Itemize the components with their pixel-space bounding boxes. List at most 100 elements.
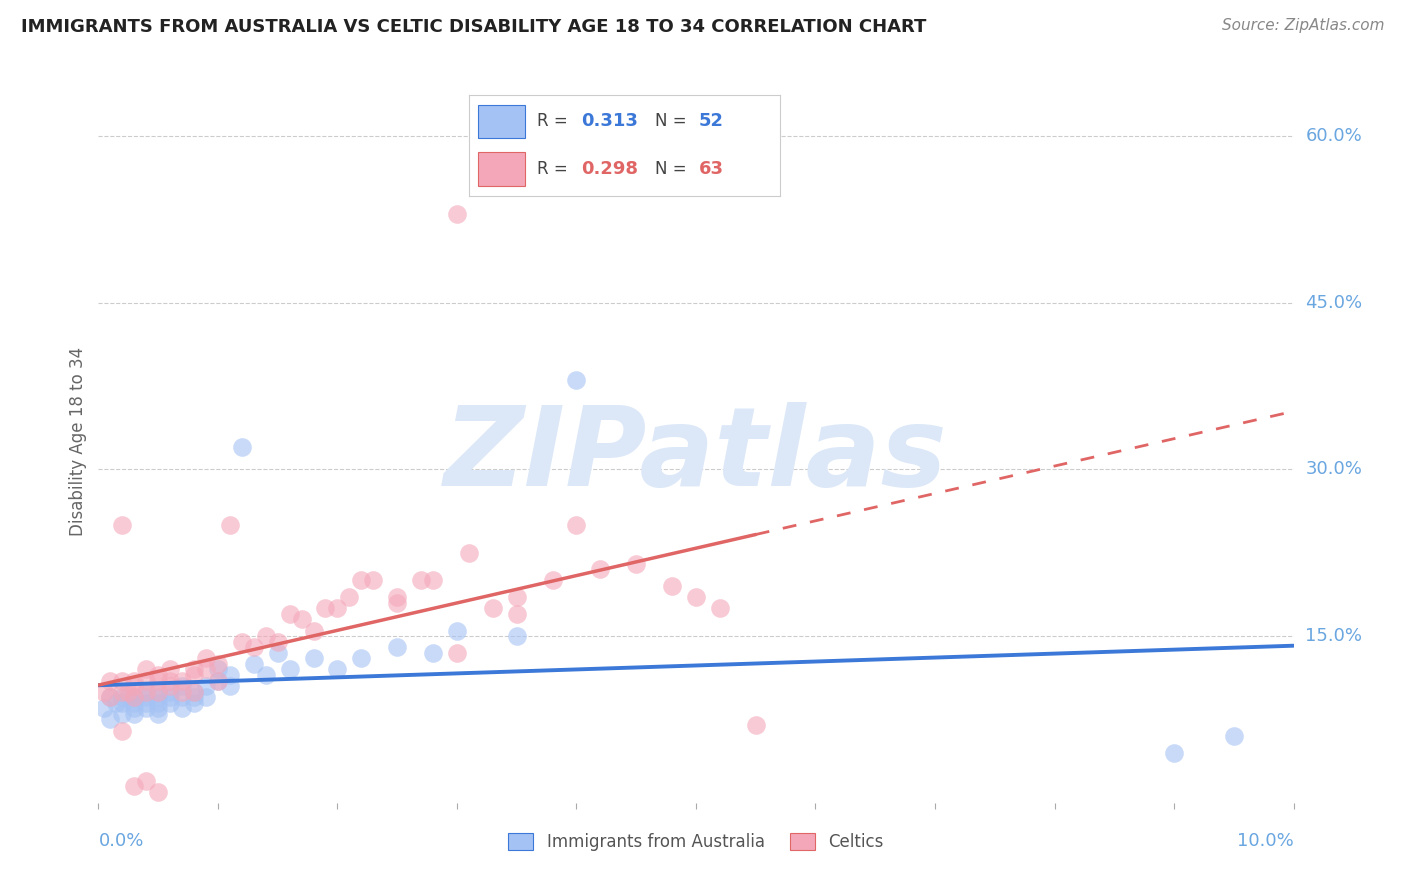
- Point: [159, 662, 181, 676]
- Text: 10.0%: 10.0%: [1237, 831, 1294, 850]
- Point: [135, 684, 157, 698]
- Point: [207, 657, 229, 671]
- Point: [267, 634, 290, 648]
- Point: [135, 773, 157, 788]
- Point: [326, 662, 349, 676]
- Point: [207, 673, 229, 688]
- Point: [98, 673, 122, 688]
- Point: [446, 207, 468, 221]
- Point: [124, 696, 146, 710]
- Point: [124, 679, 146, 693]
- Point: [93, 701, 115, 715]
- Text: ZIPatlas: ZIPatlas: [444, 402, 948, 509]
- Point: [219, 517, 242, 532]
- Point: [124, 779, 146, 793]
- Point: [172, 684, 194, 698]
- Point: [148, 696, 170, 710]
- Point: [745, 718, 768, 732]
- Point: [117, 684, 139, 698]
- Point: [458, 546, 481, 560]
- Point: [243, 657, 266, 671]
- Point: [172, 679, 194, 693]
- Point: [219, 668, 242, 682]
- Point: [105, 696, 128, 710]
- Point: [172, 701, 194, 715]
- Point: [506, 629, 529, 643]
- Point: [148, 690, 170, 705]
- Point: [278, 607, 301, 621]
- Point: [148, 785, 170, 799]
- Point: [148, 684, 170, 698]
- Point: [183, 684, 205, 698]
- Point: [685, 590, 707, 604]
- Point: [135, 662, 157, 676]
- Point: [111, 696, 134, 710]
- Point: [350, 651, 373, 665]
- Text: 30.0%: 30.0%: [1306, 460, 1362, 478]
- Point: [98, 690, 122, 705]
- Point: [148, 701, 170, 715]
- Point: [111, 690, 134, 705]
- Point: [339, 590, 361, 604]
- Point: [159, 673, 181, 688]
- Point: [124, 690, 146, 705]
- Point: [111, 684, 134, 698]
- Point: [195, 679, 218, 693]
- Point: [411, 574, 433, 588]
- Point: [589, 562, 612, 576]
- Point: [385, 590, 409, 604]
- Point: [278, 662, 301, 676]
- Point: [148, 673, 170, 688]
- Point: [661, 579, 683, 593]
- Point: [363, 574, 385, 588]
- Point: [422, 646, 444, 660]
- Point: [291, 612, 314, 626]
- Point: [135, 684, 157, 698]
- Point: [148, 684, 170, 698]
- Point: [183, 696, 205, 710]
- Point: [117, 690, 139, 705]
- Point: [1163, 746, 1185, 760]
- Text: 45.0%: 45.0%: [1306, 293, 1362, 311]
- Point: [111, 723, 134, 738]
- Point: [219, 679, 242, 693]
- Point: [254, 629, 277, 643]
- Point: [93, 684, 115, 698]
- Point: [709, 601, 731, 615]
- Text: Source: ZipAtlas.com: Source: ZipAtlas.com: [1222, 18, 1385, 33]
- Point: [350, 574, 373, 588]
- Point: [183, 662, 205, 676]
- Point: [231, 634, 253, 648]
- Point: [124, 706, 146, 721]
- Point: [231, 440, 253, 454]
- Point: [159, 690, 181, 705]
- Point: [98, 690, 122, 705]
- Point: [302, 651, 325, 665]
- Point: [148, 668, 170, 682]
- Point: [385, 640, 409, 655]
- Point: [135, 673, 157, 688]
- Point: [267, 646, 290, 660]
- Point: [446, 646, 468, 660]
- Point: [422, 574, 444, 588]
- Y-axis label: Disability Age 18 to 34: Disability Age 18 to 34: [69, 347, 87, 536]
- Point: [506, 607, 529, 621]
- Point: [565, 373, 588, 387]
- Text: IMMIGRANTS FROM AUSTRALIA VS CELTIC DISABILITY AGE 18 TO 34 CORRELATION CHART: IMMIGRANTS FROM AUSTRALIA VS CELTIC DISA…: [21, 18, 927, 36]
- Point: [385, 596, 409, 610]
- Text: 0.0%: 0.0%: [98, 831, 143, 850]
- Point: [541, 574, 564, 588]
- Point: [482, 601, 505, 615]
- Point: [183, 668, 205, 682]
- Point: [124, 690, 146, 705]
- Point: [446, 624, 468, 638]
- Legend: Immigrants from Australia, Celtics: Immigrants from Australia, Celtics: [501, 825, 891, 860]
- Point: [159, 679, 181, 693]
- Point: [207, 673, 229, 688]
- Point: [111, 517, 134, 532]
- Point: [135, 701, 157, 715]
- Point: [254, 668, 277, 682]
- Point: [207, 662, 229, 676]
- Point: [195, 662, 218, 676]
- Point: [626, 557, 648, 571]
